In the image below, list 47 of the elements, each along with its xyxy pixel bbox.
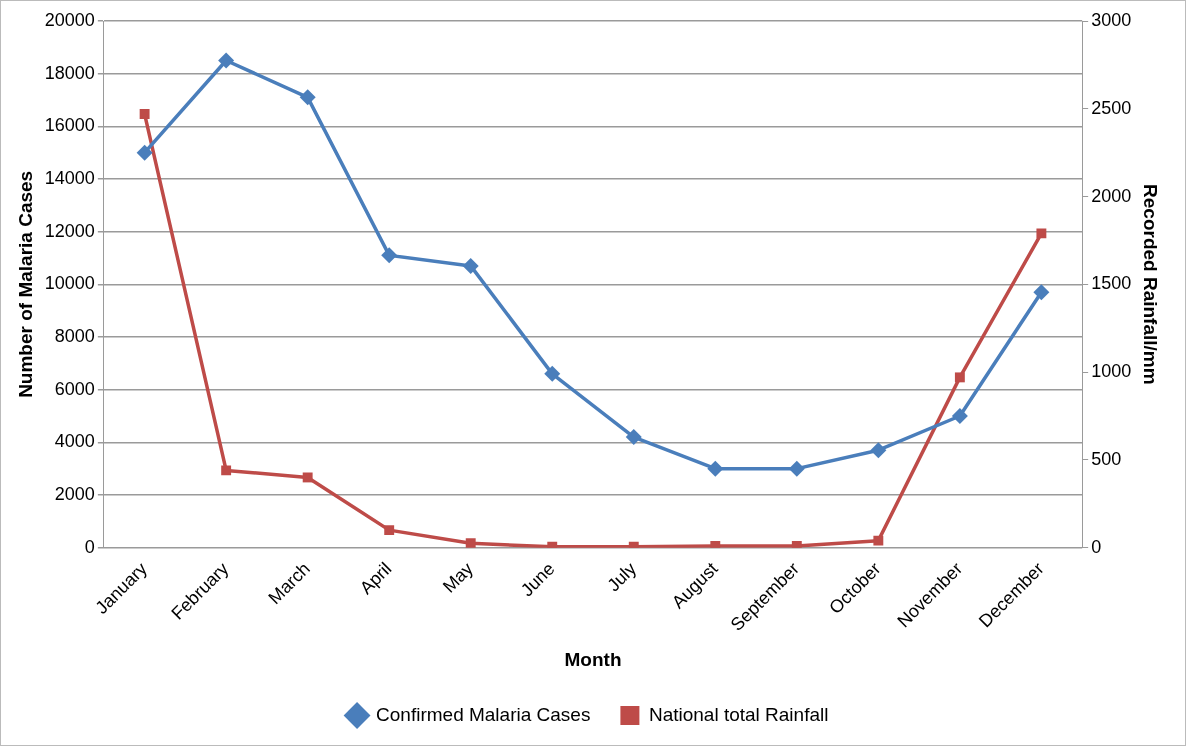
y2-tick-label: 1000 — [1091, 361, 1132, 382]
y2-tick-label: 1500 — [1091, 273, 1132, 294]
y-tick-label: 20000 — [44, 9, 95, 30]
point — [302, 472, 313, 483]
point — [625, 429, 642, 446]
point — [384, 525, 395, 536]
x-tick-label: July — [603, 558, 641, 596]
y2-tick-label: 500 — [1091, 448, 1122, 469]
x-tick-label: May — [438, 558, 478, 597]
y2-tick-label: 2000 — [1091, 185, 1132, 206]
point — [791, 540, 802, 548]
point — [544, 365, 561, 382]
point — [136, 144, 153, 161]
y2-tick-label: 0 — [1091, 536, 1102, 557]
y-tick-label: 4000 — [54, 431, 95, 452]
y2-tick-label: 2500 — [1091, 97, 1132, 118]
legend-label: Confirmed Malaria Cases — [376, 703, 591, 725]
point — [299, 89, 316, 106]
point — [462, 257, 479, 274]
point — [870, 442, 887, 459]
y-tick-label: 2000 — [54, 483, 95, 504]
point — [707, 460, 724, 477]
point — [1033, 284, 1050, 301]
point — [139, 109, 150, 119]
y-tick-label: 12000 — [44, 220, 95, 241]
point — [1036, 228, 1047, 239]
y-tick-label: 14000 — [44, 167, 95, 188]
point — [710, 540, 721, 548]
y2-tick-label: 3000 — [1091, 9, 1132, 30]
point — [465, 538, 476, 548]
point — [221, 465, 232, 476]
y-axis-title: Number of Malaria Cases — [14, 170, 36, 398]
point — [218, 52, 235, 69]
y2-axis-title: Recorded Rainfall/mm — [1140, 184, 1162, 385]
y-tick-label: 0 — [84, 536, 95, 557]
x-axis-title: Month — [564, 648, 622, 670]
point — [954, 372, 965, 383]
point — [951, 408, 968, 424]
point — [381, 247, 398, 264]
y-tick-label: 10000 — [44, 273, 95, 294]
point — [788, 460, 805, 477]
point — [873, 535, 884, 546]
y-tick-label: 16000 — [44, 115, 95, 136]
legend-label: National total Rainfall — [648, 703, 829, 725]
y-tick-label: 6000 — [54, 378, 95, 399]
y-tick-label: 18000 — [44, 62, 95, 83]
y-tick-label: 8000 — [54, 325, 95, 346]
